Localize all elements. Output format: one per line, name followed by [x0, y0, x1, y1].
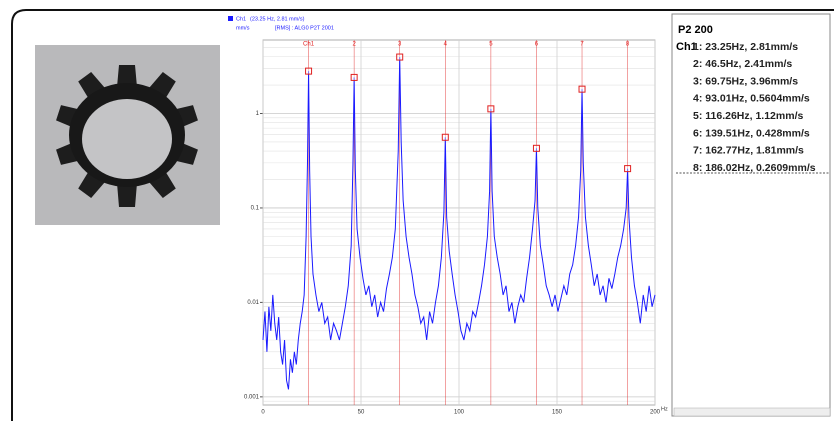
- panel-line: 3: 69.75Hz, 3.96mm/s: [693, 75, 798, 87]
- panel-line: 8: 186.02Hz, 0.2609mm/s: [693, 162, 816, 174]
- side-panel: P2 200 Ch1 1: 23.25Hz, 2.81mm/s2: 46.5Hz…: [672, 14, 830, 416]
- x-tick-label: 100: [454, 410, 465, 416]
- x-tick-label: 50: [358, 410, 365, 416]
- panel-title: P2 200: [678, 24, 713, 36]
- y-tick-label: 0.001: [244, 394, 260, 400]
- legend-detail: (23.25 Hz, 2.81 mm/s): [250, 16, 305, 22]
- peak-marker: [351, 74, 357, 80]
- peak-marker: [306, 68, 312, 74]
- panel-line: 7: 162.77Hz, 1.81mm/s: [693, 145, 804, 157]
- panel-line: 2: 46.5Hz, 2.41mm/s: [693, 58, 792, 70]
- screen: Ch1 (23.25 Hz, 2.81 mm/s) mm/s [RMS] : A…: [0, 0, 834, 421]
- panel-line: 4: 93.01Hz, 0.5604mm/s: [693, 93, 810, 105]
- peak-marker: [442, 134, 448, 140]
- legend-label: Ch1: [236, 16, 246, 22]
- panel-line: 1: 23.25Hz, 2.81mm/s: [693, 41, 798, 53]
- scrollbar[interactable]: [674, 408, 830, 416]
- x-tick-label: 150: [552, 410, 563, 416]
- info-label: [RMS] : ALG0 P2T 2001: [275, 25, 334, 31]
- legend-swatch: [228, 16, 233, 21]
- peak-marker: [397, 54, 403, 60]
- y-tick-label: 0.01: [247, 300, 259, 306]
- panel-line: 5: 116.26Hz, 1.12mm/s: [693, 110, 803, 122]
- x-axis-label: Hz: [661, 406, 668, 412]
- panel-line: 6: 139.51Hz, 0.428mm/s: [693, 127, 810, 139]
- cursor-label: Ch1: [303, 42, 315, 48]
- peak-marker: [579, 86, 585, 92]
- y-tick-label: 0.1: [251, 206, 260, 212]
- unit-label: mm/s: [236, 25, 250, 31]
- x-tick-label: 200: [650, 410, 661, 416]
- peak-marker: [488, 106, 494, 112]
- peak-marker: [533, 145, 539, 151]
- peak-marker: [625, 166, 631, 172]
- photo: [35, 45, 220, 225]
